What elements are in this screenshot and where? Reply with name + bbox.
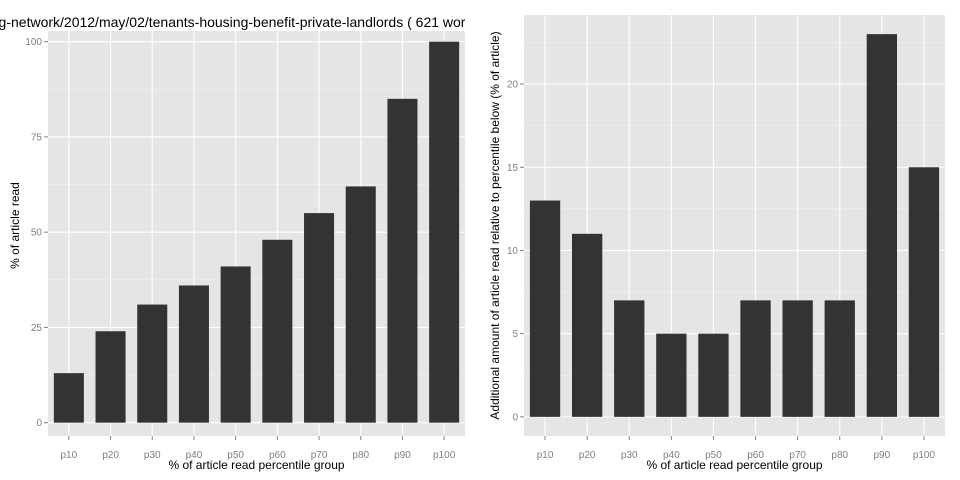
y-axis-title: % of article read [8, 182, 22, 269]
bar-p60 [262, 239, 293, 423]
y-tick-label: 50 [31, 228, 43, 239]
x-tick-label: p40 [663, 450, 680, 461]
y-tick-label: 15 [507, 163, 519, 174]
bar-p70 [304, 213, 335, 423]
chart-panel-2: 0 5 10 15 20 p10 p20 p30 p40 p50 p60 p70 p80 p90 p100%… [488, 15, 945, 472]
y-tick-label: 10 [507, 246, 519, 257]
x-tick-label: p10 [537, 450, 554, 461]
y-axis-title: Additional amount of article read relati… [488, 31, 502, 419]
y-tick-label: 0 [36, 418, 42, 429]
chart-panel-1: 0 25 50 75 100 p10 p20 p30 p40 p50 p60 p70 p80 p90 p10… [0, 13, 466, 472]
x-tick-label: p90 [874, 450, 891, 461]
x-axis-title: % of article read percentile group [168, 458, 344, 472]
x-tick-label: p70 [789, 450, 806, 461]
y-tick-label: 25 [31, 323, 43, 334]
bar-p50 [220, 266, 251, 423]
bar-p80 [824, 300, 855, 417]
bar-p70 [782, 300, 813, 417]
x-tick-label: p20 [102, 450, 119, 461]
y-tick-label: 75 [31, 132, 43, 143]
bar-p10 [53, 373, 84, 423]
bar-p30 [614, 300, 645, 417]
x-tick-label: p70 [311, 450, 328, 461]
bar-p90 [387, 98, 418, 423]
x-tick-label: p30 [144, 450, 161, 461]
y-tick-label: 5 [512, 329, 518, 340]
bar-p40 [178, 285, 209, 423]
x-tick-label: p100 [913, 450, 936, 461]
x-tick-label: p20 [579, 450, 596, 461]
bar-p100 [908, 167, 940, 417]
y-tick-label: 0 [512, 412, 518, 423]
x-tick-label: p40 [186, 450, 203, 461]
bar-p100 [429, 41, 460, 423]
x-tick-label: p50 [705, 450, 722, 461]
chart-title: g-network/2012/may/02/tenants-housing-be… [0, 14, 466, 30]
bar-p90 [866, 34, 898, 417]
x-tick-label: p50 [227, 450, 244, 461]
y-tick-label: 100 [25, 37, 42, 48]
bar-p50 [698, 333, 729, 417]
x-tick-label: p80 [352, 450, 369, 461]
x-tick-label: p60 [269, 450, 286, 461]
x-axis-title: % of article read percentile group [646, 458, 822, 472]
bar-p10 [529, 200, 561, 417]
x-tick-label: p80 [831, 450, 848, 461]
x-tick-label: p60 [747, 450, 764, 461]
bar-p40 [656, 333, 687, 417]
bar-p20 [95, 331, 126, 423]
x-tick-label: p90 [394, 450, 411, 461]
x-tick-label: p100 [433, 450, 456, 461]
bar-p80 [345, 186, 376, 423]
bar-p20 [571, 233, 603, 417]
y-tick-label: 20 [507, 80, 519, 91]
x-tick-label: p10 [61, 450, 78, 461]
bar-p30 [137, 304, 168, 423]
x-tick-label: p30 [621, 450, 638, 461]
bar-p60 [740, 300, 771, 417]
chart-title-background [0, 13, 465, 31]
